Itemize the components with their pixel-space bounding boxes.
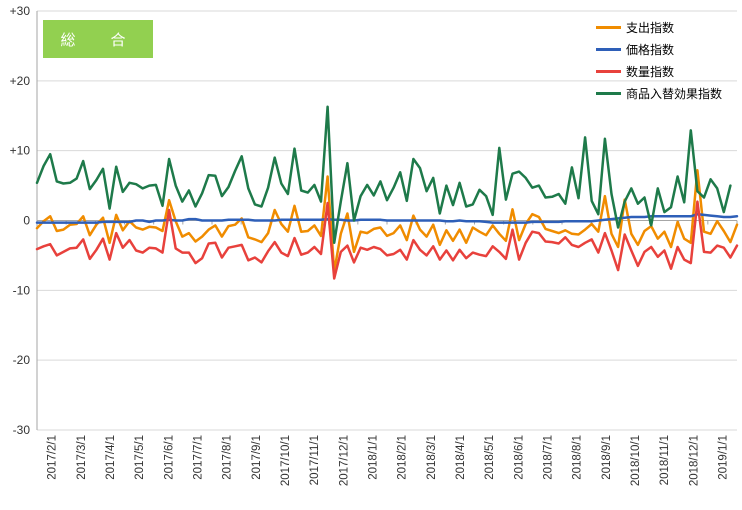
y-tick-label: +20 (10, 74, 31, 88)
x-tick-label: 2017/8/1 (222, 435, 234, 480)
x-tick-label: 2018/6/1 (513, 435, 525, 480)
x-tick-label: 2018/9/1 (601, 435, 613, 480)
x-tick-labels: 2017/2/1 2017/3/1 2017/4/1 2017/5/1 2017/6/1… (47, 435, 730, 486)
badge-label: 総 合 (60, 31, 136, 49)
legend-label: 価格指数 (626, 42, 675, 57)
series-line (35, 200, 739, 280)
x-tick-label: 2018/11/1 (659, 435, 671, 485)
y-tick-label: +10 (10, 144, 31, 158)
legend-item-quantity: 数量指数 (596, 60, 722, 82)
x-tick-label: 2017/10/1 (280, 435, 292, 486)
series-lines (35, 105, 739, 280)
series-line (35, 212, 739, 224)
legend-swatch (596, 69, 621, 73)
y-tick-label: -20 (13, 353, 31, 367)
category-badge: 総 合 (43, 20, 153, 58)
y-tick-label: 0 (23, 214, 30, 228)
y-tick-label: +30 (10, 4, 31, 18)
x-tick-label: 2017/4/1 (105, 435, 117, 480)
x-tick-label: 2018/1/1 (367, 435, 379, 480)
x-tick-label: 2017/6/1 (163, 435, 175, 480)
x-tick-label: 2018/7/1 (542, 435, 554, 480)
x-tick-label: 2018/5/1 (484, 435, 496, 480)
x-tick-label: 2019/1/1 (717, 435, 729, 480)
y-tick-labels: +30 +20 +10 0 -10 -20 -30 (10, 4, 31, 437)
x-tick-label: 2017/12/1 (338, 435, 350, 486)
series-line (35, 105, 732, 245)
legend-item-expenditure: 支出指数 (596, 16, 722, 38)
legend-label: 数量指数 (626, 64, 675, 79)
x-tick-label: 2018/4/1 (455, 435, 467, 480)
x-tick-label: 2017/5/1 (134, 435, 146, 480)
x-tick-label: 2017/11/1 (309, 435, 321, 485)
x-tick-label: 2017/7/1 (192, 435, 204, 480)
x-tick-label: 2017/9/1 (251, 435, 263, 480)
legend-swatch (596, 47, 621, 51)
legend-label: 商品入替効果指数 (626, 86, 723, 101)
legend-label: 支出指数 (626, 20, 675, 35)
legend-item-price: 価格指数 (596, 38, 722, 60)
x-tick-label: 2017/3/1 (76, 435, 88, 480)
y-tick-label: -30 (13, 423, 31, 437)
legend-item-substitution: 商品入替効果指数 (596, 82, 722, 104)
x-tick-label: 2018/8/1 (572, 435, 584, 480)
y-tick-label: -10 (13, 283, 31, 297)
legend-swatch (596, 25, 621, 29)
x-tick-label: 2018/2/1 (397, 435, 409, 480)
series-line (35, 168, 739, 273)
x-tick-label: 2018/3/1 (426, 435, 438, 480)
legend-swatch (596, 91, 621, 95)
x-tick-label: 2018/12/1 (688, 435, 700, 486)
legend: 支出指数 価格指数 数量指数 商品入替効果指数 (596, 16, 722, 104)
x-tick-label: 2018/10/1 (630, 435, 642, 486)
x-tick-label: 2017/2/1 (47, 435, 59, 480)
